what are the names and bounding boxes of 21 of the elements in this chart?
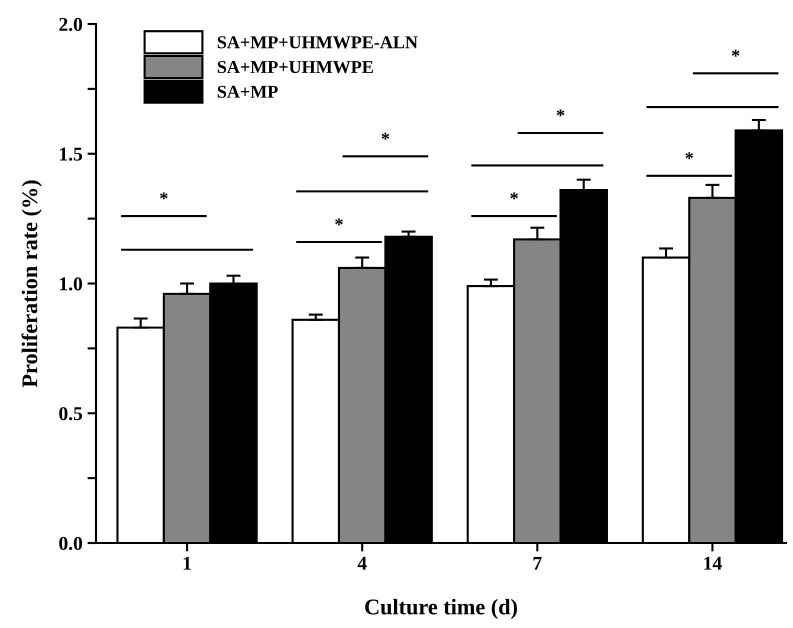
y-tick-label: 0.5: [59, 407, 82, 420]
legend-label: SA+MP+UHMWPE: [218, 60, 373, 74]
legend-label: SA+MP: [218, 86, 278, 98]
x-axis-title: Culture time (d): [365, 598, 517, 619]
x-tick-label: 7: [534, 556, 542, 570]
annotation: *: [732, 50, 740, 57]
annotation: *: [510, 192, 518, 200]
annotation: *: [556, 109, 564, 116]
y-tick-label: 1.5: [60, 148, 82, 161]
y-tick-label: 1.0: [60, 277, 82, 291]
legend-label: SA+MP+UHMWPE-ALN: [218, 36, 418, 48]
annotation: *: [335, 218, 343, 226]
y-axis-title: Proliferation rate (%): [21, 180, 42, 388]
y-tick-label: 2.0: [59, 18, 82, 32]
annotation: *: [382, 132, 390, 140]
x-tick-label: 14: [704, 556, 722, 570]
annotation: *: [160, 192, 168, 200]
x-tick-label: 1: [184, 556, 191, 570]
annotation: *: [685, 152, 694, 160]
x-tick-label: 4: [358, 556, 367, 570]
y-tick-label: 0.0: [59, 536, 82, 550]
